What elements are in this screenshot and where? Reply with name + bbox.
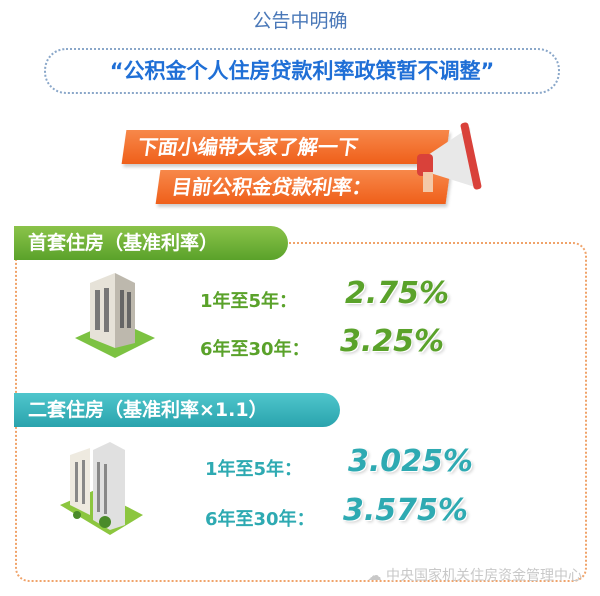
- page-title: 公告中明确: [252, 10, 348, 32]
- megaphone-icon: [417, 122, 482, 192]
- headline: “公积金个人住房贷款利率政策暂不调整”: [44, 48, 560, 94]
- second-home-tab: 二套住房（基准利率×1.1）: [14, 393, 340, 427]
- second-term-2: 6年至30年：: [205, 509, 315, 530]
- wechat-icon: ☁: [367, 568, 386, 584]
- second-term-1: 1年至5年：: [205, 459, 303, 480]
- watermark: ☁ 中央国家机关住房资金管理中心: [368, 565, 582, 585]
- first-term-2: 6年至30年：: [200, 339, 310, 360]
- first-home-tab: 首套住房（基准利率）: [14, 226, 288, 260]
- office-building-icon: [60, 442, 143, 535]
- second-rate-2: 3.575%: [343, 493, 468, 528]
- first-rate-2: 3.25%: [340, 324, 445, 359]
- banner-intro: 下面小编带大家了解一下: [121, 130, 450, 164]
- watermark-text: 中央国家机关住房资金管理中心: [386, 568, 582, 584]
- second-rate-1: 3.025%: [348, 444, 473, 479]
- first-term-1: 1年至5年：: [200, 291, 298, 312]
- building-icon: [75, 273, 155, 358]
- banner-rates: 目前公积金贷款利率：: [155, 170, 451, 204]
- first-rate-1: 2.75%: [345, 276, 450, 311]
